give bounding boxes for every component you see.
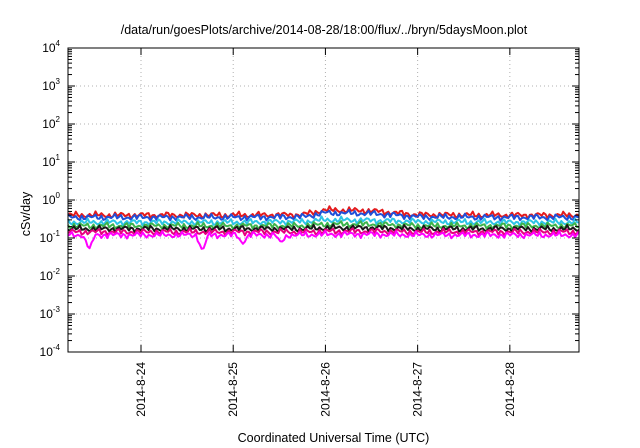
y-tick-label: 104 (42, 39, 60, 55)
y-tick-label: 100 (42, 191, 60, 207)
chart-title: /data/run/goesPlots/archive/2014-08-28/1… (121, 23, 528, 37)
x-axis-label: Coordinated Universal Time (UTC) (238, 431, 430, 445)
series-line-0 (67, 205, 580, 220)
series-line-6 (67, 229, 580, 250)
y-tick-label: 10-2 (40, 267, 61, 283)
y-axis-label: cSv/day (19, 191, 33, 236)
grid (68, 48, 579, 352)
y-tick-label: 10-3 (40, 305, 61, 321)
x-tick-label: 2014-8-27 (411, 362, 425, 417)
series-layer (67, 205, 580, 250)
x-axis: 2014-8-24 2014-8-25 2014-8-26 2014-8-27 2014… (134, 48, 517, 417)
x-tick-label: 2014-8-25 (226, 362, 240, 417)
y-tick-label: 101 (42, 153, 60, 169)
series-line-2 (67, 215, 580, 227)
series-line-4 (67, 223, 580, 234)
x-tick-label: 2014-8-24 (134, 362, 148, 417)
y-tick-label: 10-4 (40, 343, 61, 359)
x-tick-label: 2014-8-26 (318, 362, 332, 417)
y-tick-label: 103 (42, 77, 60, 93)
series-line-1 (67, 209, 580, 222)
y-tick-label: 10-1 (40, 229, 61, 245)
y-tick-label: 102 (42, 115, 60, 131)
y-axis: 10-4 10-3 10-2 10-1 100 101 102 103 104 (40, 39, 579, 359)
x-tick-label: 2014-8-28 (503, 362, 517, 417)
